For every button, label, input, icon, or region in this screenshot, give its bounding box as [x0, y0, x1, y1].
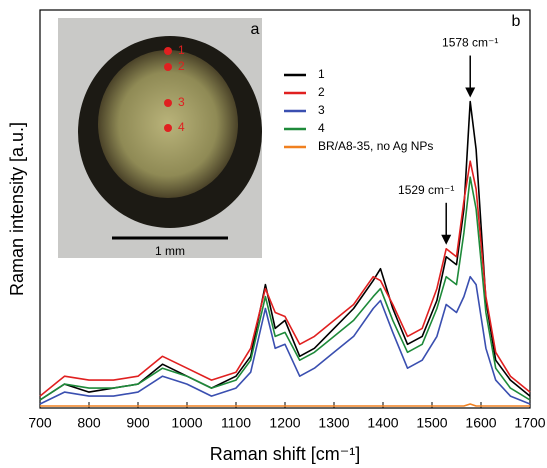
inset: 1 mm a 1 2 3 4 [58, 18, 262, 258]
series-line [39, 275, 531, 405]
x-axis-title: Raman shift [cm⁻¹] [210, 444, 361, 464]
x-tick-label: 1000 [171, 415, 202, 431]
series-line [39, 160, 531, 397]
annotation-arrowhead [441, 234, 452, 245]
inset-point [164, 124, 172, 132]
legend-label: 4 [318, 121, 325, 135]
x-tick-label: 700 [28, 415, 52, 431]
inset-point-label: 1 [178, 43, 185, 57]
inset-point-label: 4 [178, 120, 185, 134]
inset-panel-label: a [251, 21, 260, 38]
x-tick-label: 1400 [367, 415, 398, 431]
x-tick-label: 1500 [416, 415, 447, 431]
annotation: 1578 cm⁻¹ [442, 36, 498, 50]
x-tick-label: 900 [126, 415, 150, 431]
legend-label: BR/A8-35, no Ag NPs [318, 139, 433, 153]
x-tick-label: 800 [77, 415, 101, 431]
series-line [39, 176, 531, 401]
x-tick-label: 1600 [465, 415, 496, 431]
series-line [39, 100, 531, 401]
y-axis-title: Raman intensity [a.u.] [7, 122, 27, 296]
inset-point-label: 2 [178, 59, 185, 73]
x-tick-label: 1300 [318, 415, 349, 431]
legend-label: 3 [318, 103, 325, 117]
panel-label: b [512, 13, 521, 30]
legend-label: 2 [318, 85, 325, 99]
x-tick-label: 1200 [269, 415, 300, 431]
inset-point-label: 3 [178, 95, 185, 109]
annotation: 1529 cm⁻¹ [398, 183, 454, 197]
inset-point [164, 63, 172, 71]
x-tick-label: 1100 [221, 415, 251, 431]
legend-label: 1 [318, 67, 325, 81]
inset-point [164, 47, 172, 55]
inset-point [164, 99, 172, 107]
series-line [40, 403, 530, 407]
x-tick-label: 1700 [514, 415, 545, 431]
scale-bar-label: 1 mm [155, 244, 185, 258]
annotation-arrowhead [465, 87, 476, 98]
